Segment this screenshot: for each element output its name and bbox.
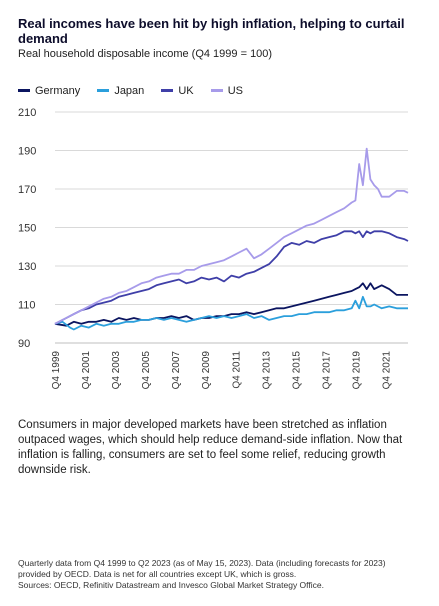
series-line-japan (54, 295, 408, 331)
axis-layer: 90 110 130 150 170 190 210 Q4 1999 Q4 2001 Q4 200… (18, 107, 408, 389)
legend-swatch-us (210, 89, 223, 92)
chart-description: Consumers in major developed markets hav… (18, 419, 403, 476)
legend-label-germany: Germany (35, 84, 81, 97)
legend-item-us: US (210, 84, 243, 97)
x-tick-label: Q4 2017 (321, 351, 332, 390)
y-tick-label: 170 (18, 184, 36, 196)
x-tick-label: Q4 2001 (81, 351, 92, 390)
legend-item-uk: UK (161, 84, 194, 97)
legend-swatch-japan (97, 89, 110, 92)
y-tick-label: 90 (18, 338, 30, 350)
note-line-2: provided by OECD. Data is net for all co… (18, 569, 297, 579)
x-tick-label: Q4 2009 (201, 351, 212, 390)
x-tick-label: Q4 1999 (51, 351, 62, 390)
chart-subtitle: Real household disposable income (Q4 199… (18, 48, 273, 60)
chart-title: Real incomes have been hit by high infla… (18, 16, 405, 46)
x-tick-label: Q4 2007 (171, 351, 182, 390)
y-tick-label: 130 (18, 261, 36, 273)
x-tick-label: Q4 2003 (111, 351, 122, 390)
legend-item-germany: Germany (18, 85, 80, 97)
y-tick-label: 190 (18, 146, 36, 158)
note-line-1: Quarterly data from Q4 1999 to Q2 2023 (… (18, 558, 386, 568)
chart-legend: Germany Japan UK US (18, 83, 257, 97)
y-tick-label: 210 (18, 107, 36, 119)
x-tick-label: Q4 2011 (231, 351, 242, 389)
x-tick-label: Q4 2015 (291, 351, 302, 390)
x-tick-label: Q4 2013 (261, 351, 272, 390)
grid-layer (55, 111, 408, 344)
series-line-germany (54, 282, 408, 327)
x-tick-label: Q4 2005 (141, 351, 152, 390)
legend-label-uk: UK (178, 84, 194, 97)
legend-swatch-germany (18, 89, 30, 92)
x-tick-label: Q4 2019 (351, 351, 362, 390)
x-tick-label: Q4 2021 (381, 351, 392, 390)
series-layer (54, 147, 409, 331)
note-line-3: Sources: OECD, Refinitiv Datastream and … (18, 580, 324, 590)
legend-label-us: US (227, 84, 243, 97)
y-tick-label: 110 (18, 300, 36, 312)
line-chart: 90 110 130 150 170 190 210 Q4 1999 Q4 2001 Q4 200… (18, 107, 409, 389)
legend-item-japan: Japan (97, 85, 144, 97)
legend-label-japan: Japan (114, 84, 145, 97)
y-tick-label: 150 (18, 223, 36, 235)
series-line-uk (54, 230, 409, 325)
series-line-us (54, 147, 409, 325)
legend-swatch-uk (161, 89, 174, 92)
source-notes: Quarterly data from Q4 1999 to Q2 2023 (… (18, 558, 428, 591)
